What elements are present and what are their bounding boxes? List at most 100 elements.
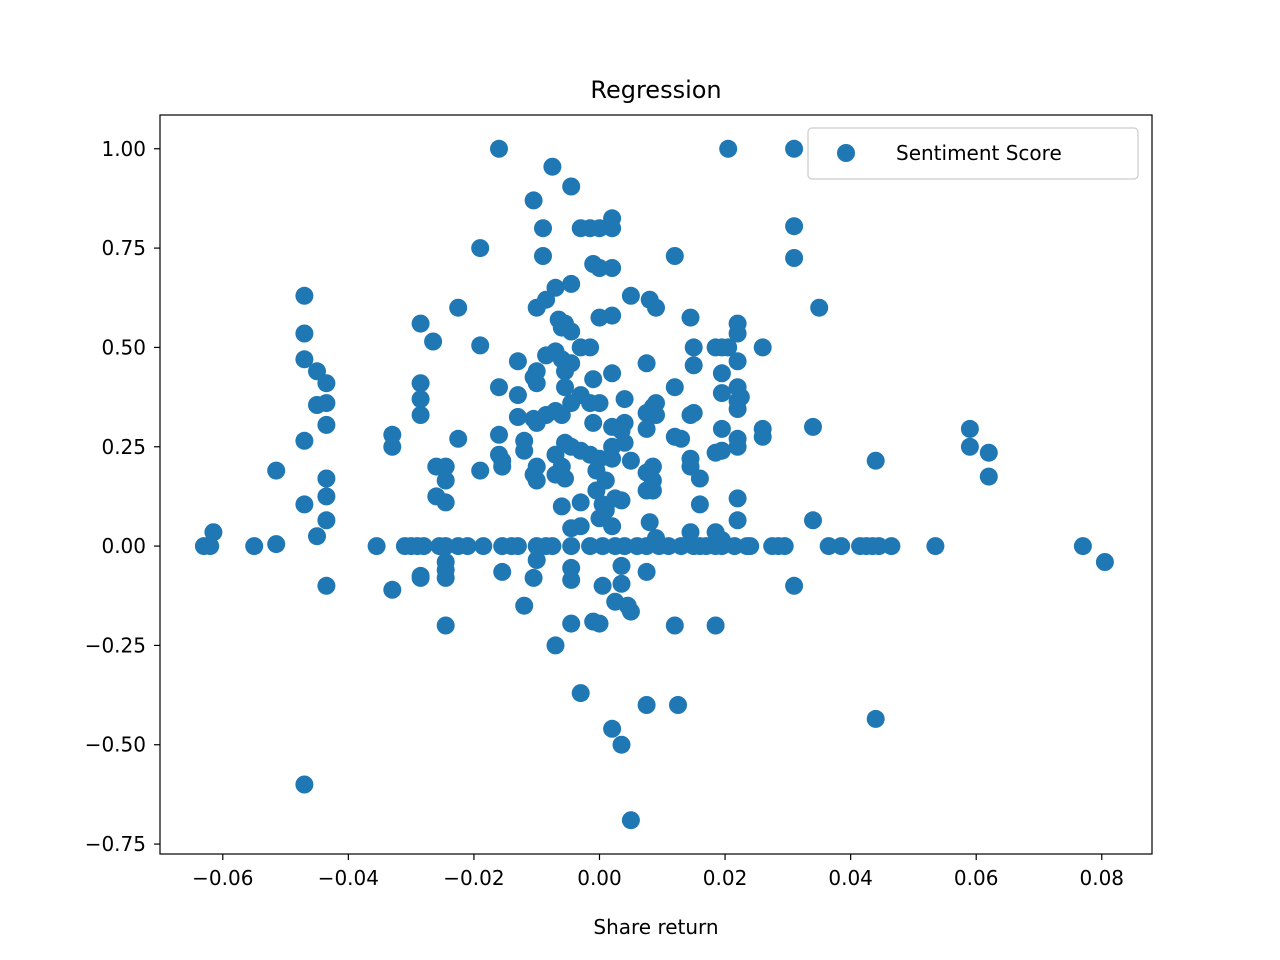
data-point — [534, 219, 552, 238]
data-point — [527, 471, 546, 490]
data-point — [706, 616, 725, 635]
data-point — [712, 441, 731, 460]
x-axis-label: Share return — [593, 915, 718, 939]
data-point — [493, 457, 512, 476]
data-point — [926, 537, 945, 556]
data-point — [562, 274, 581, 293]
data-point — [684, 356, 703, 375]
data-point — [317, 415, 336, 434]
data-point — [712, 537, 731, 556]
data-point — [612, 556, 631, 575]
data-point — [515, 596, 534, 615]
data-point — [603, 259, 622, 277]
data-point — [960, 419, 979, 438]
data-point — [295, 775, 314, 794]
data-point — [436, 568, 455, 587]
data-point — [295, 495, 314, 514]
data-point — [882, 537, 901, 556]
data-point — [753, 338, 772, 357]
data-point — [367, 537, 386, 556]
data-point — [543, 537, 562, 556]
data-point — [474, 537, 493, 556]
data-point — [681, 308, 700, 327]
data-point — [615, 537, 634, 556]
data-point — [490, 139, 508, 158]
data-point — [719, 139, 738, 158]
data-point — [647, 298, 665, 317]
data-point — [556, 469, 574, 488]
data-point — [665, 378, 684, 397]
data-point — [659, 537, 678, 556]
data-point — [562, 570, 581, 589]
data-point — [562, 354, 581, 373]
data-point — [317, 576, 336, 595]
y-tick-label: 0.75 — [101, 236, 146, 260]
data-point — [556, 378, 574, 397]
data-point — [979, 467, 998, 486]
data-point — [546, 636, 565, 655]
data-point — [804, 511, 822, 530]
data-point — [785, 576, 804, 595]
data-point — [295, 350, 314, 369]
data-point — [866, 709, 885, 728]
x-tick-label: 0.08 — [1080, 866, 1125, 890]
data-point — [979, 443, 998, 462]
data-point — [615, 390, 634, 409]
data-point — [562, 177, 581, 196]
data-point — [317, 511, 336, 530]
y-tick-label: 0.50 — [101, 335, 146, 359]
data-point — [832, 537, 851, 556]
data-point — [640, 513, 659, 532]
data-point — [411, 406, 430, 424]
chart-title: Regression — [590, 76, 721, 104]
data-point — [775, 537, 794, 556]
data-point — [621, 286, 640, 305]
data-point — [866, 451, 885, 470]
y-tick-label: 0.00 — [101, 534, 146, 558]
data-point — [436, 471, 455, 490]
data-point — [603, 306, 622, 325]
data-point — [471, 461, 490, 480]
data-point — [201, 537, 220, 556]
data-point — [728, 489, 747, 508]
data-point — [712, 364, 731, 383]
data-point — [543, 157, 562, 176]
data-point — [603, 219, 622, 238]
data-point — [690, 469, 709, 488]
data-point — [436, 616, 455, 635]
data-point — [603, 517, 622, 536]
data-point — [960, 437, 979, 456]
y-tick-label: 0.25 — [101, 435, 146, 459]
data-point — [681, 523, 700, 542]
data-point — [508, 386, 527, 405]
data-point — [458, 537, 477, 556]
data-point — [562, 322, 581, 341]
data-point — [581, 537, 600, 556]
data-point — [603, 364, 622, 383]
data-point — [590, 259, 609, 277]
data-point — [436, 537, 455, 556]
data-point — [804, 417, 822, 436]
data-point — [524, 568, 543, 587]
data-point — [581, 338, 600, 357]
data-point — [728, 437, 747, 456]
data-point — [612, 491, 631, 510]
data-point — [643, 457, 662, 476]
data-point — [295, 286, 314, 305]
legend-box — [807, 127, 1139, 180]
data-point — [596, 471, 615, 490]
data-point — [493, 562, 512, 581]
data-point — [411, 314, 430, 333]
data-point — [571, 517, 590, 536]
data-point — [593, 576, 612, 595]
data-point — [414, 537, 433, 556]
data-point — [637, 419, 656, 438]
data-point — [728, 324, 747, 343]
data-point — [584, 370, 603, 389]
data-point — [612, 574, 631, 593]
data-point — [643, 481, 662, 500]
data-point — [612, 735, 631, 754]
data-point — [731, 388, 750, 407]
data-point — [593, 537, 612, 556]
